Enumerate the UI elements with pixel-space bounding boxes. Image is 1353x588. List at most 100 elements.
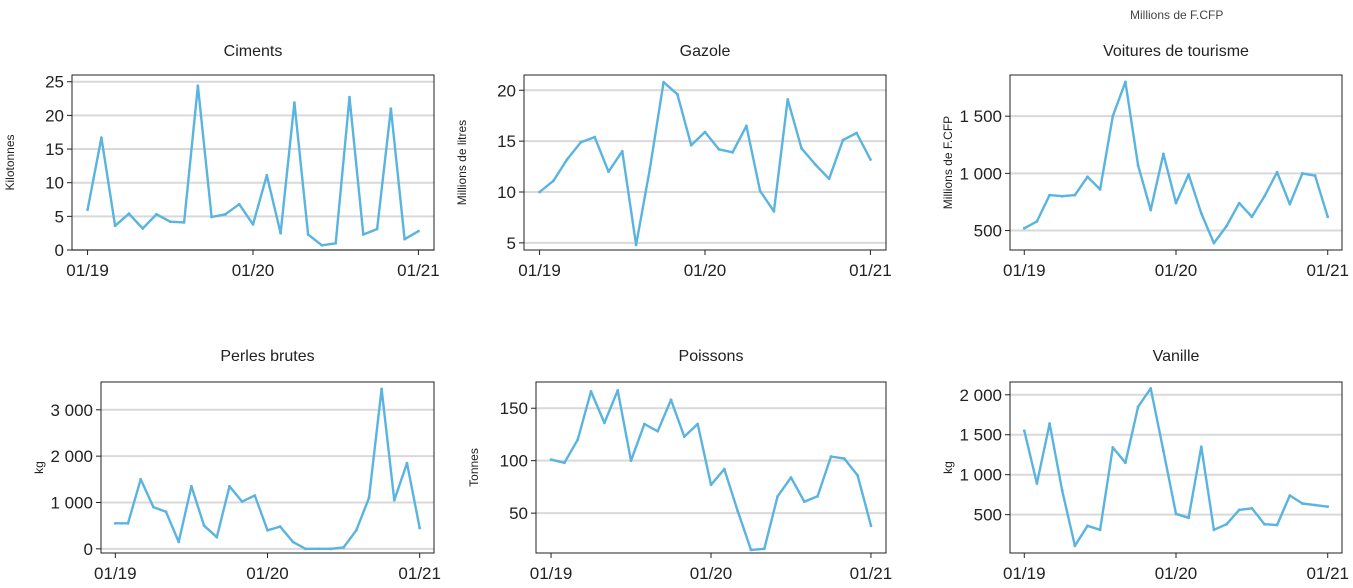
data-point xyxy=(1098,187,1102,191)
data-point xyxy=(1073,544,1077,548)
data-point xyxy=(689,143,693,147)
data-point xyxy=(1199,211,1203,215)
data-point xyxy=(1161,152,1165,156)
series-line xyxy=(1023,80,1329,245)
data-point xyxy=(802,500,806,503)
data-point xyxy=(648,167,652,171)
data-point xyxy=(669,398,673,402)
data-point xyxy=(676,92,679,96)
data-point xyxy=(126,521,130,525)
y-tick-label: 150 xyxy=(500,399,528,418)
chart-title: Perles brutes xyxy=(220,348,314,365)
data-point xyxy=(190,484,193,488)
y-tick-label: 2 000 xyxy=(959,386,1002,405)
data-point xyxy=(579,140,583,144)
x-tick-label: 01/19 xyxy=(1003,564,1046,583)
data-point xyxy=(1136,163,1140,167)
y-tick-label: 5 xyxy=(55,207,64,226)
y-tick-label: 10 xyxy=(497,183,516,202)
data-point xyxy=(736,509,740,513)
data-point xyxy=(316,547,320,551)
y-axis-label: Millions de F.CFP xyxy=(941,116,955,209)
data-point xyxy=(348,95,351,99)
data-point xyxy=(1035,482,1039,485)
y-axis-label: Kilotonnes xyxy=(3,134,17,190)
data-point xyxy=(1161,449,1165,453)
data-point xyxy=(155,212,158,216)
data-point xyxy=(869,158,872,161)
data-point xyxy=(113,521,117,525)
data-point xyxy=(1250,215,1254,219)
data-point xyxy=(1275,170,1279,174)
y-tick-label: 15 xyxy=(45,140,64,159)
chart-title: Ciments xyxy=(224,43,283,60)
chart-title: Gazole xyxy=(680,43,731,60)
y-tick-label: 20 xyxy=(497,81,516,100)
panel-border xyxy=(523,74,887,251)
data-point xyxy=(1301,502,1304,505)
panel-border xyxy=(1009,74,1343,251)
data-point xyxy=(127,212,131,216)
x-tick-label: 01/20 xyxy=(1155,564,1198,583)
data-point xyxy=(869,524,873,528)
data-point xyxy=(607,170,610,174)
data-point xyxy=(813,163,817,166)
data-point xyxy=(602,421,606,425)
series-line xyxy=(550,389,873,552)
data-point xyxy=(113,224,117,228)
data-point xyxy=(722,467,726,471)
data-point xyxy=(1048,422,1051,425)
data-point xyxy=(1225,522,1228,526)
x-tick-label: 01/19 xyxy=(66,261,109,280)
series-line xyxy=(1023,387,1328,547)
y-tick-label: 500 xyxy=(974,222,1002,241)
chart-title: Vanille xyxy=(1153,348,1200,365)
data-point xyxy=(620,149,624,153)
data-point xyxy=(210,215,214,219)
data-point xyxy=(589,390,593,393)
x-tick-label: 01/21 xyxy=(849,261,892,280)
y-tick-label: 5 xyxy=(507,234,516,253)
data-point xyxy=(1022,226,1026,230)
y-tick-label: 500 xyxy=(974,506,1002,525)
data-point xyxy=(292,101,296,104)
unit-note: Millions de F.CFP xyxy=(1130,8,1224,22)
data-point xyxy=(417,229,420,233)
data-point xyxy=(1136,405,1140,409)
data-point xyxy=(1124,80,1127,84)
data-point xyxy=(642,422,646,426)
data-point xyxy=(1060,194,1064,198)
data-point xyxy=(662,80,666,84)
y-tick-label: 2 000 xyxy=(50,447,93,466)
data-point xyxy=(1225,224,1228,228)
data-point xyxy=(696,422,700,426)
data-point xyxy=(99,136,103,139)
y-tick-label: 1 000 xyxy=(959,466,1002,485)
data-point xyxy=(1263,194,1266,198)
x-tick-label: 01/21 xyxy=(398,564,441,583)
x-tick-label: 01/19 xyxy=(518,261,561,280)
y-tick-label: 0 xyxy=(55,241,64,260)
x-tick-label: 01/19 xyxy=(530,564,573,583)
x-tick-label: 01/21 xyxy=(397,261,440,280)
data-point xyxy=(279,231,282,235)
data-point xyxy=(1149,386,1153,390)
data-point xyxy=(278,525,282,528)
y-tick-label: 20 xyxy=(45,106,64,125)
data-point xyxy=(196,84,200,88)
data-point xyxy=(593,135,597,139)
x-tick-label: 01/20 xyxy=(1155,261,1198,280)
data-point xyxy=(367,496,371,500)
y-axis-label: Tonnes xyxy=(467,448,481,487)
data-point xyxy=(1098,528,1102,532)
data-point xyxy=(1301,171,1304,175)
data-point xyxy=(1124,461,1127,465)
x-tick-label: 01/20 xyxy=(232,261,275,280)
data-point xyxy=(1263,522,1266,526)
data-point xyxy=(1288,202,1292,206)
data-point xyxy=(380,387,384,391)
data-point xyxy=(1199,445,1203,449)
data-point xyxy=(816,494,820,498)
x-tick-label: 01/21 xyxy=(1306,261,1349,280)
